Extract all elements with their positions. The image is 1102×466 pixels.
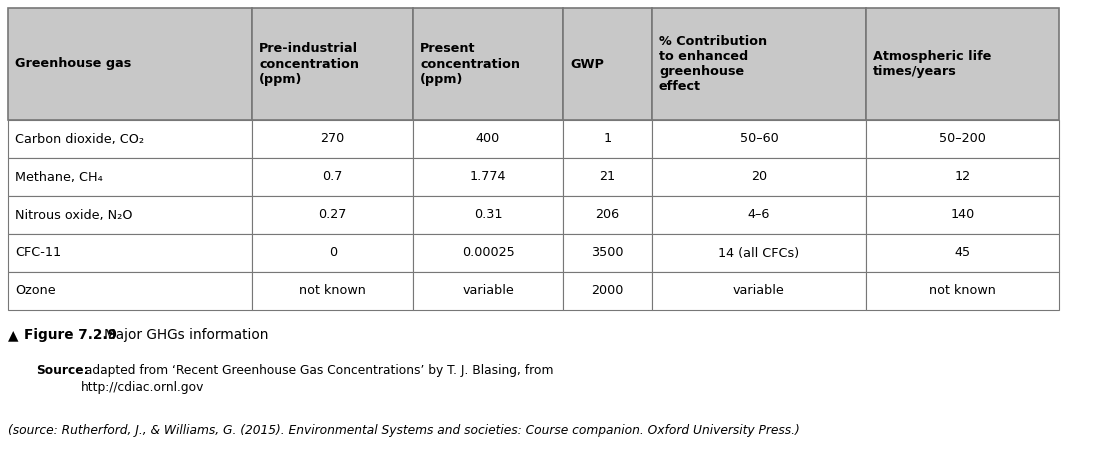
Text: 20: 20 [750, 171, 767, 184]
Bar [8, 158, 252, 196]
Bar [252, 120, 413, 158]
Text: Greenhouse gas: Greenhouse gas [15, 57, 131, 70]
Text: 0: 0 [328, 247, 337, 260]
Text: % Contribution
to enhanced
greenhouse
effect: % Contribution to enhanced greenhouse ef… [659, 35, 767, 93]
Text: Major GHGs information: Major GHGs information [104, 328, 269, 342]
Text: ▲: ▲ [8, 328, 28, 342]
Bar [652, 120, 866, 158]
Text: 14 (all CFCs): 14 (all CFCs) [719, 247, 800, 260]
Text: Figure 7.2.9: Figure 7.2.9 [24, 328, 121, 342]
Text: Pre-industrial
concentration
(ppm): Pre-industrial concentration (ppm) [259, 42, 359, 85]
Bar [652, 196, 866, 234]
Text: Source:: Source: [36, 364, 88, 377]
Text: 0.7: 0.7 [323, 171, 343, 184]
Text: 2000: 2000 [592, 285, 624, 297]
Bar [252, 196, 413, 234]
Bar [252, 8, 413, 120]
Text: Carbon dioxide, CO₂: Carbon dioxide, CO₂ [15, 132, 144, 145]
Text: adapted from ‘Recent Greenhouse Gas Concentrations’ by T. J. Blasing, from
http:: adapted from ‘Recent Greenhouse Gas Conc… [82, 364, 553, 394]
Bar [563, 8, 652, 120]
Bar [413, 158, 563, 196]
Bar [563, 234, 652, 272]
Text: 0.27: 0.27 [318, 208, 347, 221]
Bar [413, 8, 563, 120]
Text: 1: 1 [604, 132, 612, 145]
Bar [866, 120, 1059, 158]
Bar [652, 158, 866, 196]
Bar [252, 234, 413, 272]
Bar [563, 272, 652, 310]
Bar [8, 196, 252, 234]
Text: 270: 270 [321, 132, 345, 145]
Bar [866, 8, 1059, 120]
Text: 21: 21 [599, 171, 616, 184]
Text: not known: not known [929, 285, 996, 297]
Bar [563, 196, 652, 234]
Text: variable: variable [462, 285, 514, 297]
Bar [8, 8, 252, 120]
Text: 3500: 3500 [591, 247, 624, 260]
Text: Methane, CH₄: Methane, CH₄ [15, 171, 102, 184]
Bar [413, 234, 563, 272]
Text: 1.774: 1.774 [469, 171, 506, 184]
Bar [252, 158, 413, 196]
Bar [866, 158, 1059, 196]
Bar [413, 272, 563, 310]
Bar [652, 8, 866, 120]
Text: 12: 12 [954, 171, 971, 184]
Text: 140: 140 [950, 208, 975, 221]
Text: 50–200: 50–200 [939, 132, 986, 145]
Text: 400: 400 [476, 132, 500, 145]
Text: not known: not known [300, 285, 366, 297]
Text: Present
concentration
(ppm): Present concentration (ppm) [420, 42, 520, 85]
Text: (source: Rutherford, J., & Williams, G. (2015). Environmental Systems and societ: (source: Rutherford, J., & Williams, G. … [8, 424, 800, 437]
Text: variable: variable [733, 285, 785, 297]
Text: 50–60: 50–60 [739, 132, 778, 145]
Bar [866, 196, 1059, 234]
Bar [413, 196, 563, 234]
Bar [563, 120, 652, 158]
Text: 0.00025: 0.00025 [462, 247, 515, 260]
Bar [866, 272, 1059, 310]
Bar [252, 272, 413, 310]
Bar [866, 234, 1059, 272]
Bar [563, 158, 652, 196]
Text: 206: 206 [595, 208, 619, 221]
Bar [8, 272, 252, 310]
Bar [652, 272, 866, 310]
Text: Nitrous oxide, N₂O: Nitrous oxide, N₂O [15, 208, 132, 221]
Text: 4–6: 4–6 [748, 208, 770, 221]
Text: GWP: GWP [570, 57, 604, 70]
Text: 0.31: 0.31 [474, 208, 503, 221]
Text: Atmospheric life
times/years: Atmospheric life times/years [873, 50, 992, 78]
Bar [8, 234, 252, 272]
Text: 45: 45 [954, 247, 971, 260]
Bar [652, 234, 866, 272]
Text: Ozone: Ozone [15, 285, 55, 297]
Bar [413, 120, 563, 158]
Bar [8, 120, 252, 158]
Text: CFC-11: CFC-11 [15, 247, 61, 260]
